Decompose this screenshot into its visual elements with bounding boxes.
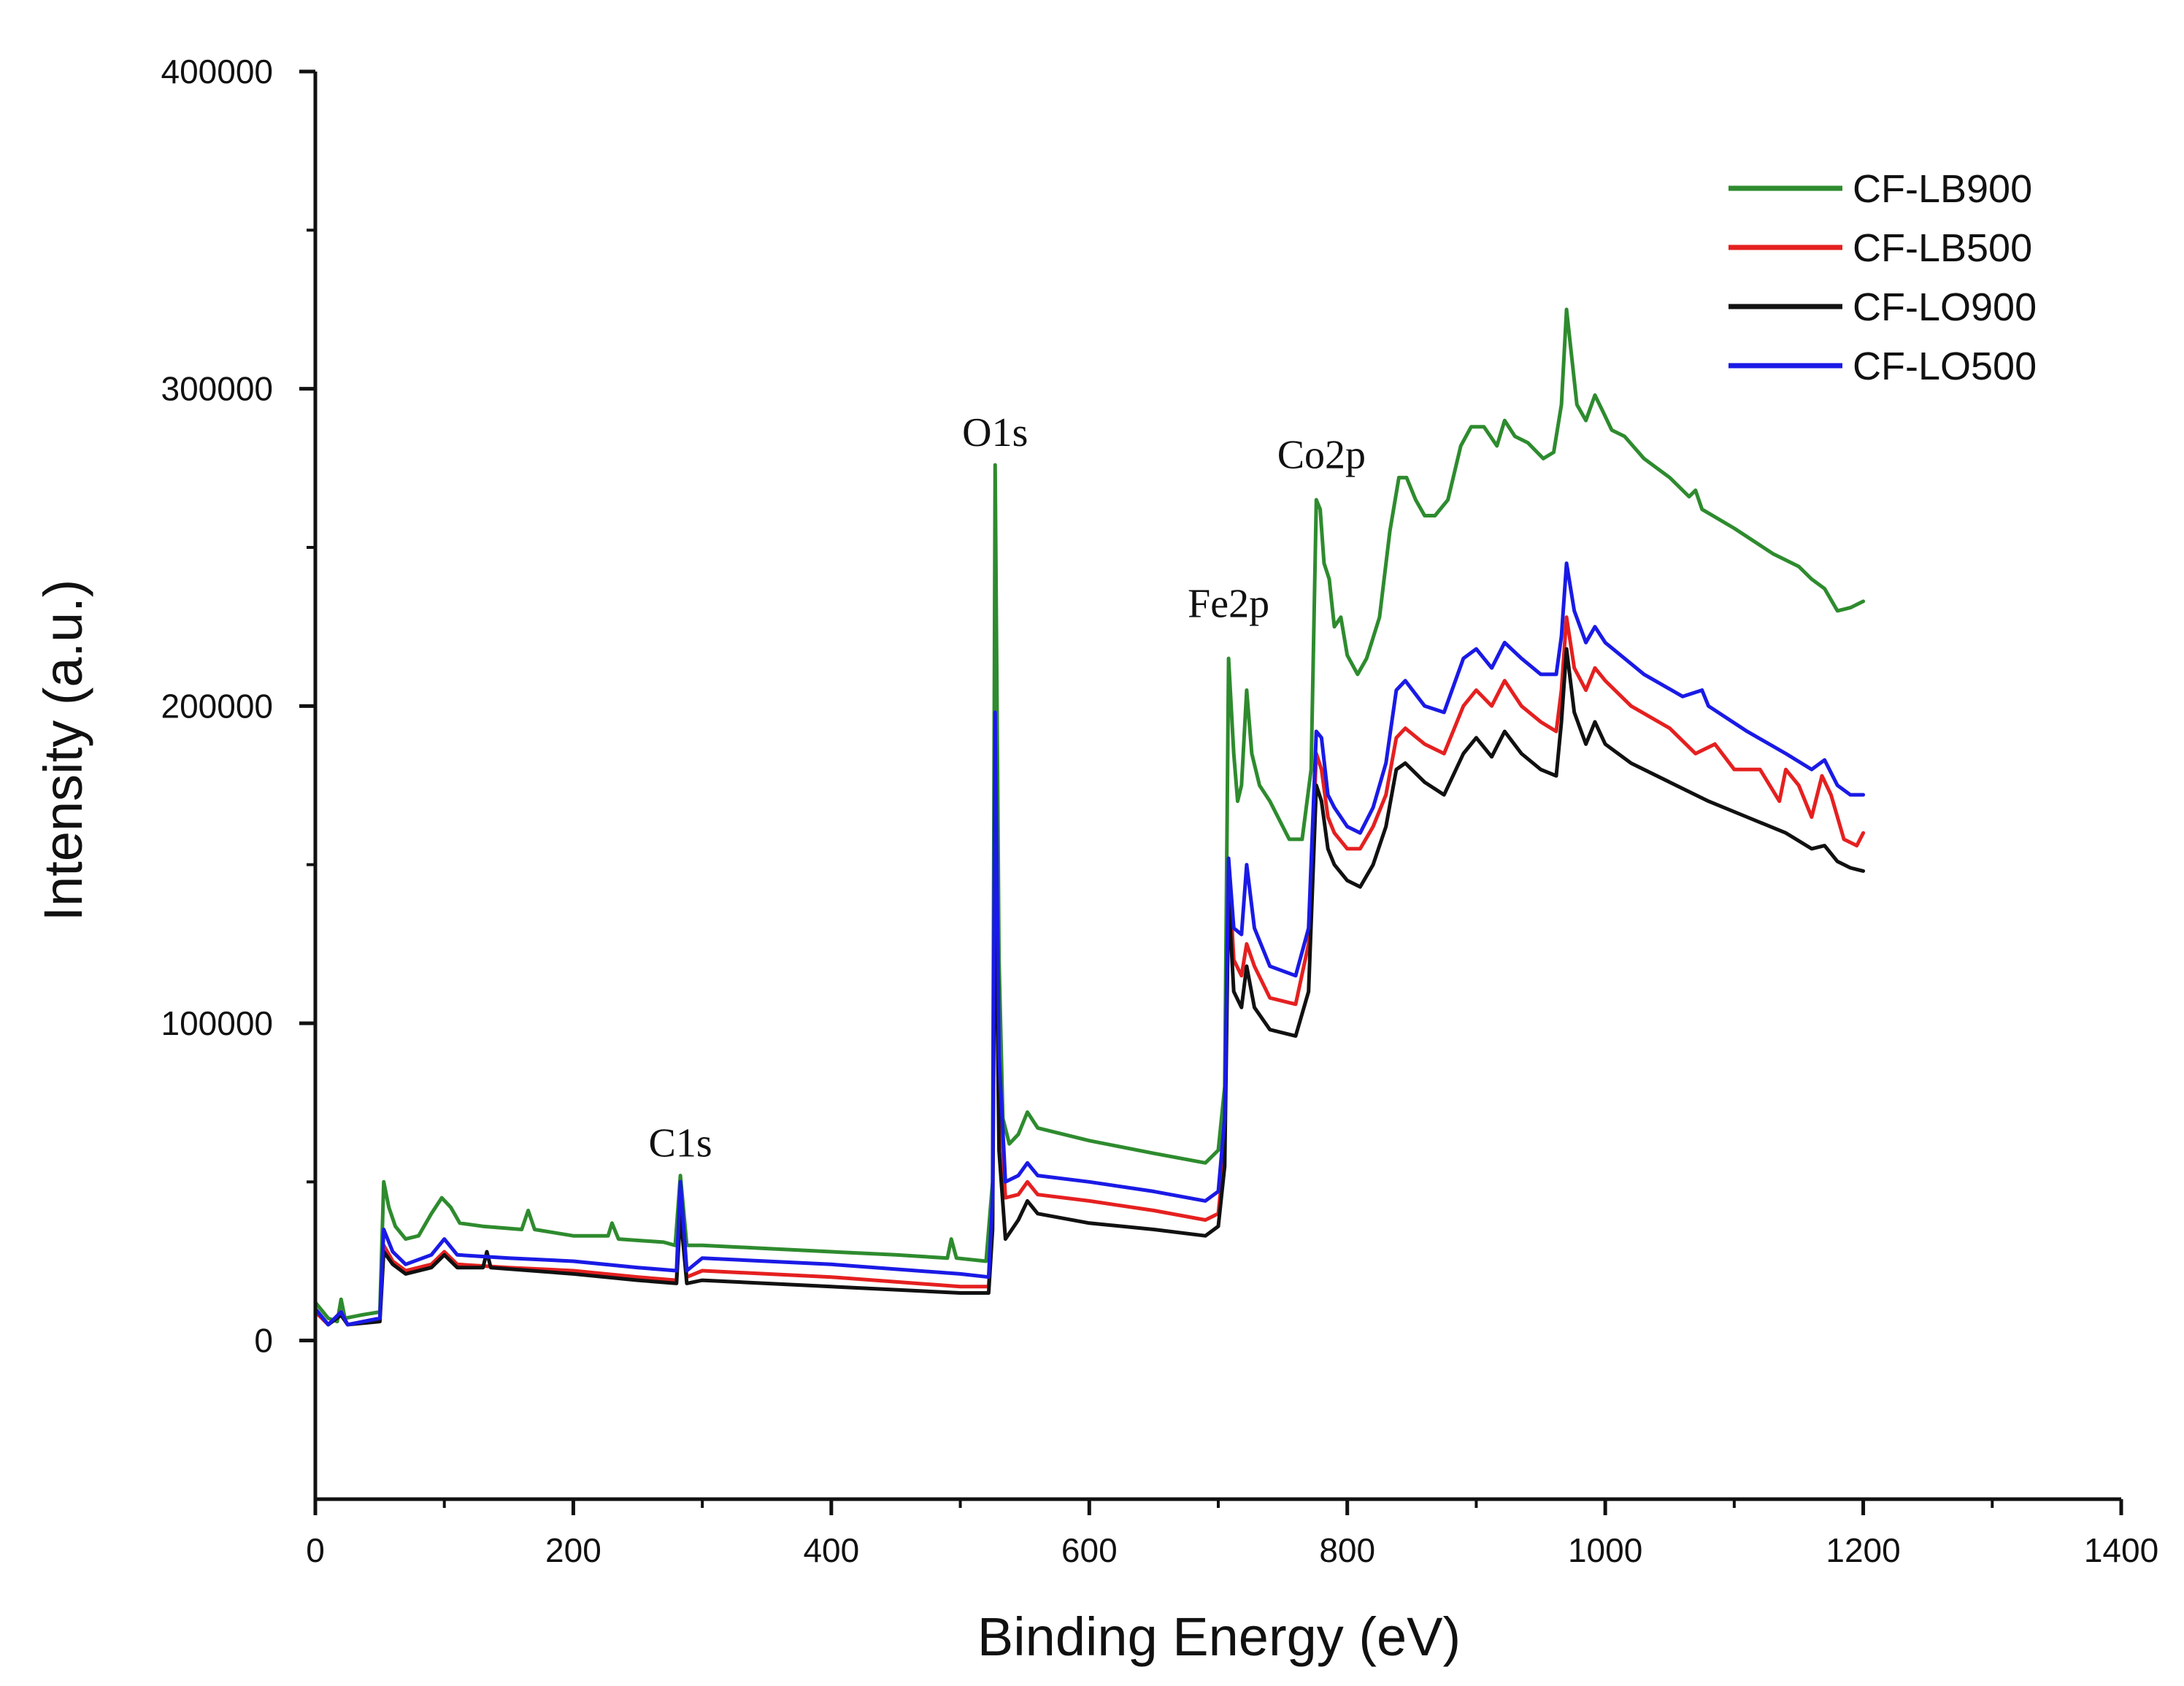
peak-label-c1s: C1s xyxy=(649,1121,712,1166)
axes: 0 200 400 600 800 1000 1200 1400 0 100000 200000 30… xyxy=(161,53,2159,1569)
series-line-cf-lo500 xyxy=(313,561,1866,1327)
series-layer xyxy=(313,307,1866,1327)
peak-annotations: O1s C1s Fe2p Co2p xyxy=(649,410,1366,1166)
series-line-cf-lb900 xyxy=(313,307,1866,1324)
y-axis-title: Intensity (a.u.) xyxy=(33,580,93,922)
x-tick-label: 1200 xyxy=(1826,1531,1900,1569)
x-tick-label: 600 xyxy=(1061,1531,1118,1569)
y-tick-label: 200000 xyxy=(161,687,274,725)
x-tick-label: 200 xyxy=(545,1531,601,1569)
series-line-cf-lo900 xyxy=(313,647,1866,1327)
peak-label-co2p: Co2p xyxy=(1277,432,1366,477)
legend: CF-LB900 CF-LB500 CF-LO900 CF-LO500 xyxy=(1729,167,2037,388)
x-tick-label: 400 xyxy=(803,1531,859,1569)
legend-label-cf-lb500: CF-LB500 xyxy=(1853,226,2032,270)
y-tick-label: 100000 xyxy=(161,1004,274,1042)
legend-label-cf-lo500: CF-LO500 xyxy=(1853,344,2037,388)
legend-label-cf-lo900: CF-LO900 xyxy=(1853,285,2037,329)
peak-label-fe2p: Fe2p xyxy=(1188,582,1269,627)
x-tick-label: 1000 xyxy=(1568,1531,1642,1569)
y-tick-label: 300000 xyxy=(161,370,274,408)
y-tick-label: 400000 xyxy=(161,53,274,91)
y-tick-label: 0 xyxy=(254,1322,273,1360)
x-tick-label: 800 xyxy=(1319,1531,1375,1569)
peak-label-o1s: O1s xyxy=(962,410,1028,455)
x-tick-label: 1400 xyxy=(2084,1531,2158,1569)
x-tick-label: 0 xyxy=(306,1531,325,1569)
x-axis-title: Binding Energy (eV) xyxy=(977,1606,1461,1667)
legend-label-cf-lb900: CF-LB900 xyxy=(1853,167,2032,211)
